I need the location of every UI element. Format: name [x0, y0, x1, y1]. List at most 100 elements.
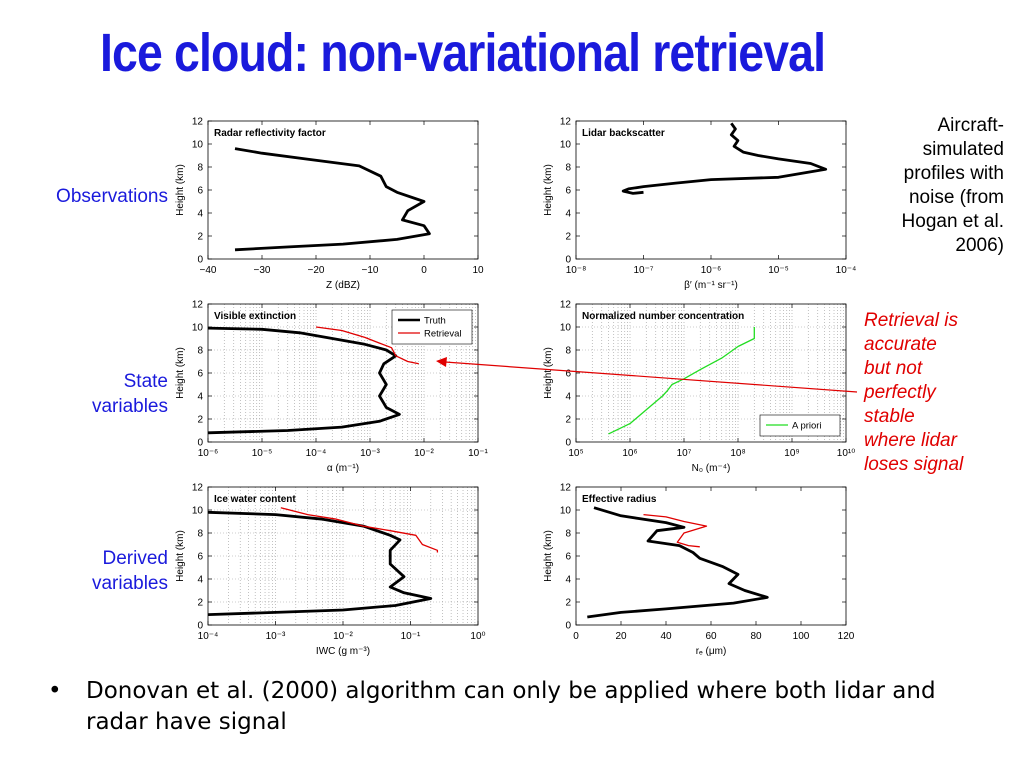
x-tick-label: −20	[308, 265, 325, 276]
y-tick-label: 8	[197, 346, 203, 357]
y-tick-label: 2	[565, 415, 571, 426]
series-line-truth	[587, 506, 769, 619]
y-tick-label: 12	[560, 117, 572, 128]
aircraft-note-line: 2006)	[955, 235, 1004, 256]
x-tick-label: 120	[838, 631, 855, 642]
y-tick-label: 2	[197, 415, 203, 426]
retrieval-note-line: accurate	[864, 334, 937, 355]
aircraft-note-line: noise (from	[908, 187, 1004, 208]
chart-title: Normalized number concentration	[582, 311, 744, 322]
retrieval-note-line: Retrieval is	[864, 310, 958, 331]
series-line-retrieval	[643, 513, 708, 548]
x-tick-label: −40	[200, 265, 217, 276]
y-tick-label: 4	[565, 575, 571, 586]
y-tick-label: 8	[565, 529, 571, 540]
x-tick-label: 10⁻²	[333, 631, 353, 642]
chart-lidar: 10⁻⁸ 10⁻⁷ 10⁻⁶ 10⁻⁵ 10⁻⁴ 0 2 4 6 8 10 12 β′ (m⁻¹ sr⁻…	[543, 117, 856, 292]
series-line-truth	[207, 326, 401, 435]
y-tick-label: 0	[565, 621, 571, 632]
x-tick-label: 10⁻¹	[468, 448, 488, 459]
x-tick-label: 10⁻⁸	[566, 265, 587, 276]
chart-title: Visible extinction	[214, 311, 296, 322]
derived-label-line2: variables	[91, 573, 168, 594]
plot-frame	[207, 120, 479, 260]
x-tick-label: 10⁻⁶	[701, 265, 722, 276]
x-tick-label: 10⁻⁷	[633, 265, 653, 276]
x-tick-label: 10⁻⁴	[306, 448, 327, 459]
x-tick-label: 20	[615, 631, 627, 642]
y-axis-label: Height (km)	[175, 347, 186, 399]
x-tick-label: 10⁵	[568, 448, 583, 459]
y-tick-label: 10	[560, 140, 572, 151]
chart-extinction: 10⁻⁶ 10⁻⁵ 10⁻⁴ 10⁻³ 10⁻² 10⁻¹ 0 2 4 6 8 10 12 α (m⁻¹)…	[175, 300, 489, 475]
y-tick-label: 2	[197, 232, 203, 243]
x-tick-label: 10⁻⁵	[252, 448, 273, 459]
chart-title: Effective radius	[582, 494, 657, 505]
row-label-derived-variables: Derived variables	[92, 546, 168, 596]
legend-label: Retrieval	[424, 329, 462, 340]
y-tick-label: 4	[565, 392, 571, 403]
x-tick-label: −10	[362, 265, 379, 276]
aircraft-note-line: simulated	[922, 139, 1004, 160]
chart-radar: −40 −30 −20 −10 0 10 0 2 4 6 8 10 12 Z (dBZ) Height (k…	[175, 117, 484, 292]
arrow-line	[444, 361, 858, 393]
y-tick-label: 4	[197, 392, 203, 403]
x-tick-label: 10⁶	[622, 448, 637, 459]
y-tick-label: 0	[197, 255, 203, 266]
y-tick-label: 12	[192, 117, 204, 128]
y-tick-label: 10	[560, 323, 572, 334]
state-label-line1: State	[123, 371, 168, 392]
y-tick-label: 6	[565, 186, 571, 197]
series-line-retrieval	[315, 326, 419, 365]
x-tick-label: 10⁻²	[414, 448, 434, 459]
x-tick-label: 10⁻³	[360, 448, 380, 459]
y-tick-label: 8	[565, 163, 571, 174]
x-tick-label: 10⁹	[784, 448, 799, 459]
y-tick-label: 0	[565, 438, 571, 449]
x-tick-label: 10⁻³	[266, 631, 286, 642]
x-tick-label: 60	[705, 631, 717, 642]
bullet-text: Donovan et al. (2000) algorithm can only…	[86, 678, 936, 735]
y-tick-label: 2	[197, 598, 203, 609]
x-tick-label: 10⁷	[677, 448, 692, 459]
chart-iwc: 10⁻⁴ 10⁻³ 10⁻² 10⁻¹ 10⁰ 0 2 4 6 8 10 12 IWC (g m⁻³) H…	[175, 483, 486, 658]
aircraft-note-line: Aircraft-	[937, 115, 1005, 136]
y-axis-label: Height (km)	[543, 164, 554, 216]
retrieval-note: Retrieval is accurate but not perfectly …	[864, 309, 1014, 477]
y-tick-label: 6	[197, 186, 203, 197]
plot-frame	[575, 120, 847, 260]
retrieval-note-line: stable	[864, 406, 915, 427]
series-line-truth	[234, 147, 431, 252]
x-axis-label: α (m⁻¹)	[327, 463, 359, 474]
x-tick-label: 10¹⁰	[837, 448, 855, 459]
x-tick-label: 10⁻⁴	[836, 265, 857, 276]
derived-label-line1: Derived	[102, 548, 168, 569]
x-axis-label: Z (dBZ)	[326, 280, 360, 291]
y-tick-label: 0	[197, 438, 203, 449]
legend: A priori	[759, 414, 841, 437]
y-tick-label: 8	[565, 346, 571, 357]
x-tick-label: 10⁻⁶	[198, 448, 219, 459]
y-tick-label: 10	[560, 506, 572, 517]
y-tick-label: 10	[192, 140, 204, 151]
y-tick-label: 4	[565, 209, 571, 220]
chart-effective_radius: 0 20 40 60 80 100 120 0 2 4 6 8 10 12 rₑ (μm) Height (k…	[543, 483, 855, 658]
x-axis-label: β′ (m⁻¹ sr⁻¹)	[684, 280, 738, 291]
x-tick-label: 0	[421, 265, 427, 276]
legend-label: Truth	[424, 316, 446, 327]
y-tick-label: 6	[565, 369, 571, 380]
y-tick-label: 4	[197, 209, 203, 220]
retrieval-note-line: where lidar	[864, 430, 957, 451]
legend-box	[391, 309, 473, 345]
y-tick-label: 8	[197, 163, 203, 174]
y-tick-label: 12	[192, 483, 204, 494]
chart-title: Lidar backscatter	[582, 128, 665, 139]
y-axis-label: Height (km)	[175, 530, 186, 582]
x-tick-label: 80	[750, 631, 762, 642]
x-tick-label: 10⁰	[470, 631, 485, 642]
chart-title: Ice water content	[214, 494, 296, 505]
retrieval-note-line: perfectly	[864, 382, 936, 403]
retrieval-note-line: but not	[864, 358, 923, 379]
x-tick-label: 0	[573, 631, 579, 642]
